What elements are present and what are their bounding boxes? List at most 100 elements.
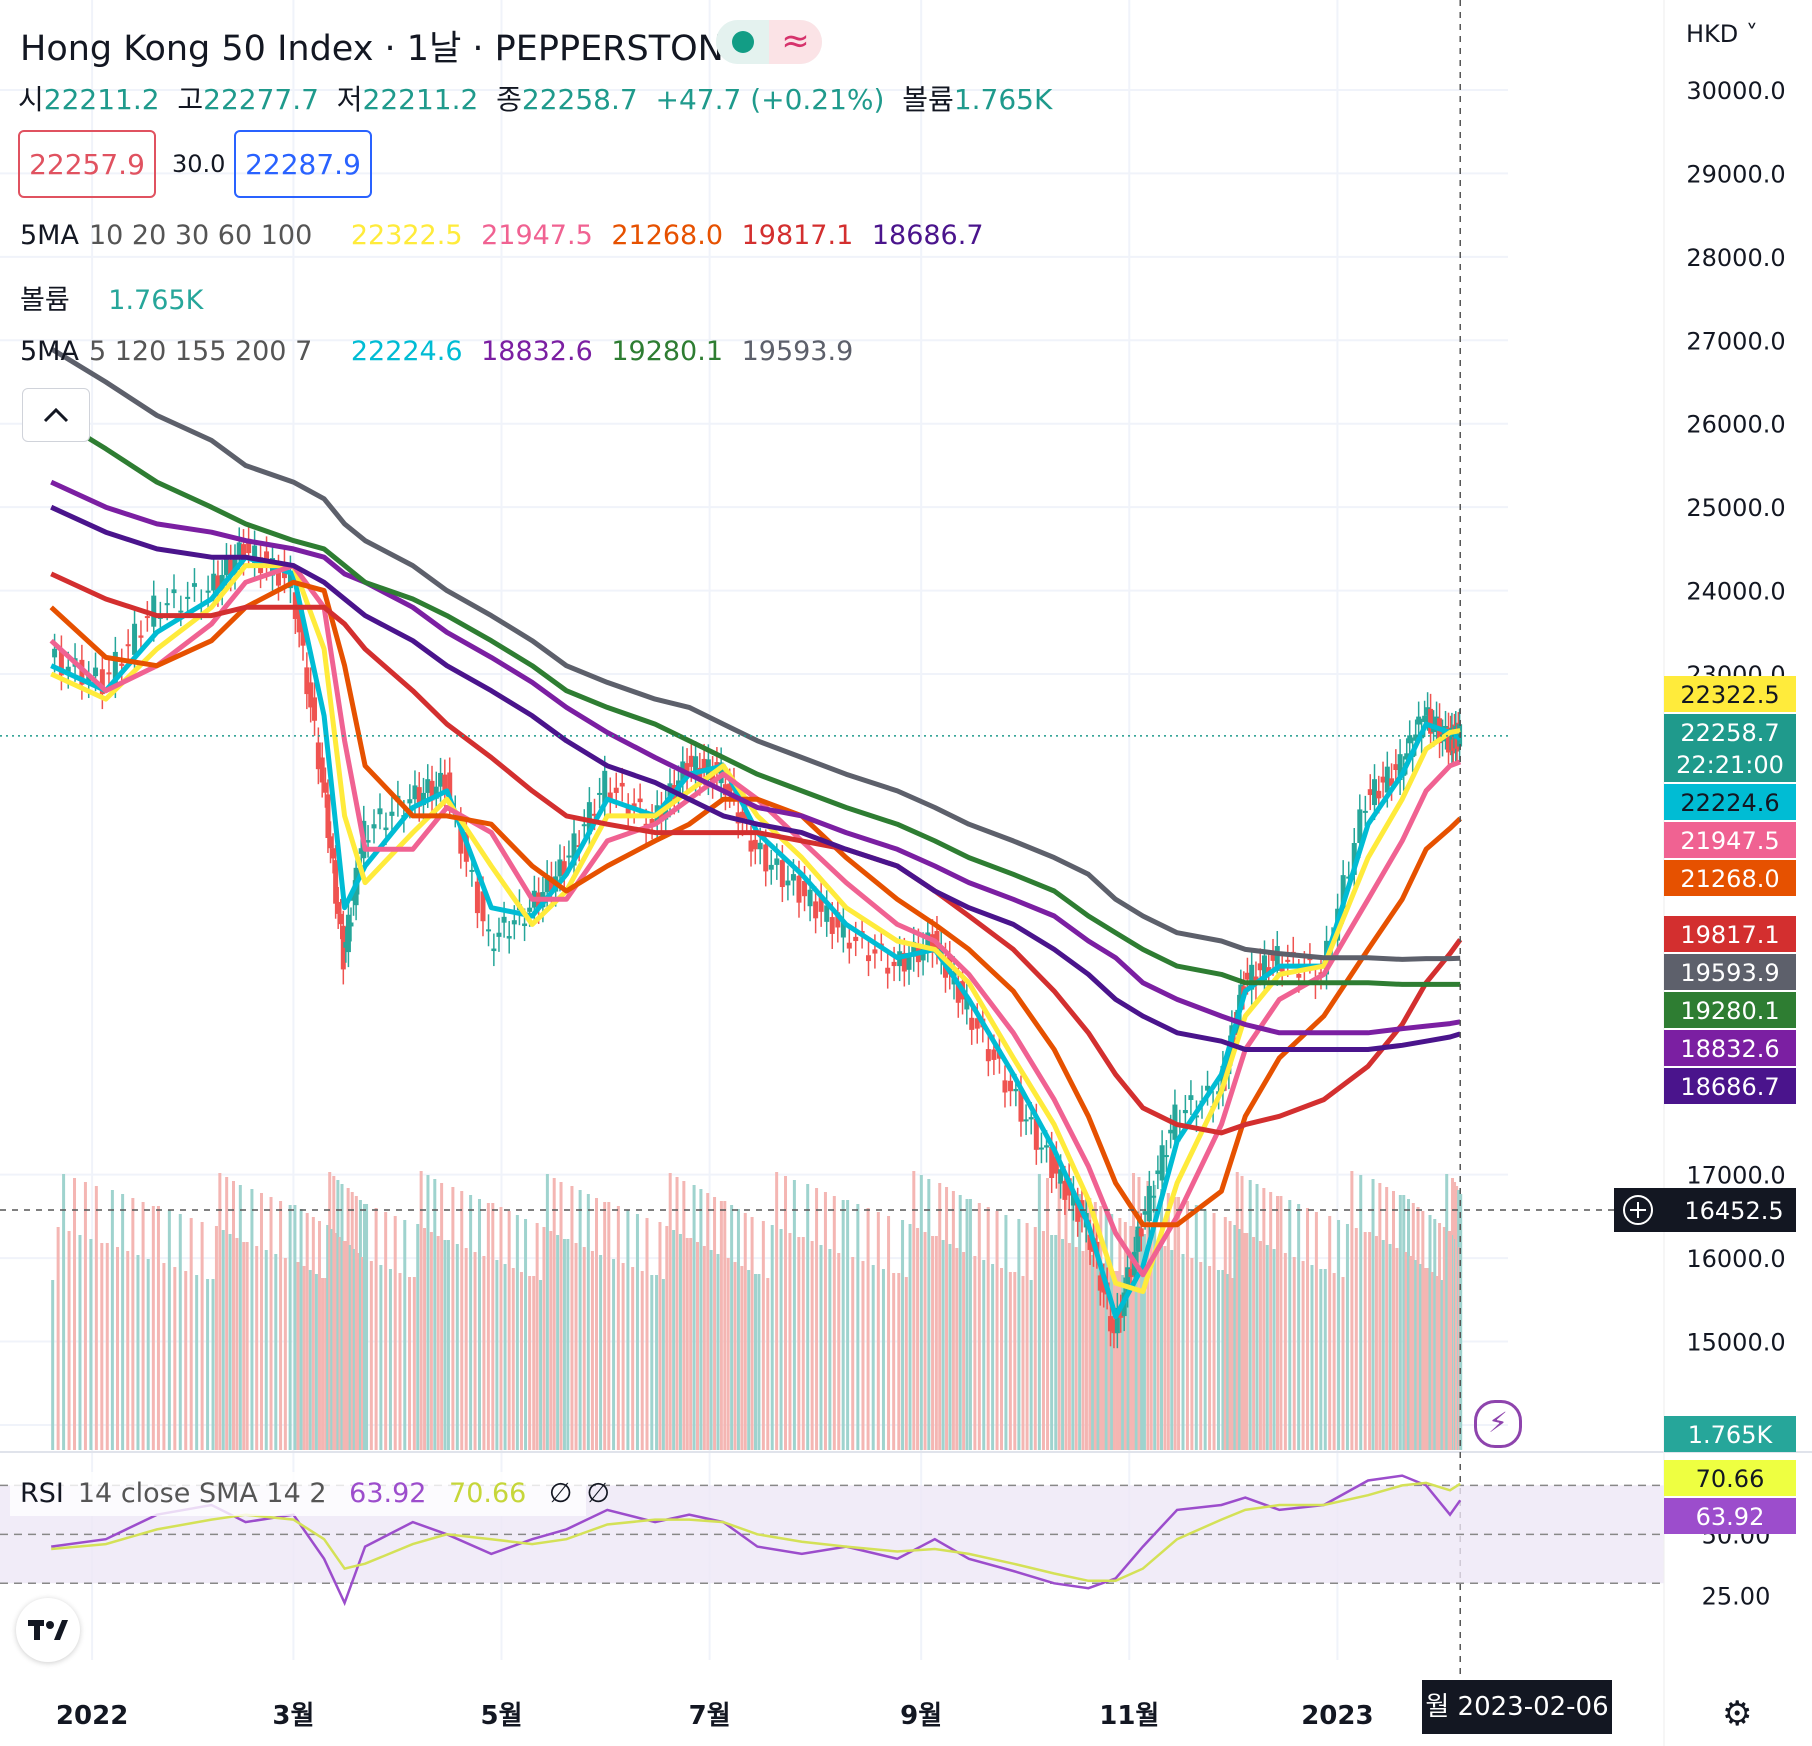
volume-bar (340, 1184, 344, 1450)
volume-bar (1112, 1271, 1116, 1450)
axis-tag-text: 63.92 (1696, 1503, 1765, 1531)
ma-legend-2[interactable]: 5MA 5 120 155 200 7 22224.6 18832.6 19280… (20, 336, 854, 367)
volume-bar (408, 1277, 412, 1450)
candle-body (835, 912, 841, 928)
volume-bar (423, 1228, 427, 1450)
x-tick-label: 11월 (1099, 1701, 1159, 1731)
ma-legend-1[interactable]: 5MA 10 20 30 60 100 22322.5 21947.5 21268… (20, 220, 984, 251)
volume-bar (242, 1242, 246, 1450)
volume-bar (761, 1221, 765, 1450)
volume-bar (1233, 1225, 1237, 1450)
x-tick-label: 2023 (1301, 1701, 1373, 1731)
volume-bar (1426, 1268, 1430, 1450)
candle-body (748, 840, 754, 852)
volume-bar (566, 1239, 570, 1450)
volume-bar (495, 1260, 499, 1450)
volume-bar (328, 1172, 332, 1450)
volume-bar (941, 1240, 945, 1450)
volume-bar (206, 1279, 210, 1450)
candle-body (1146, 1185, 1152, 1222)
volume-bar (398, 1273, 402, 1450)
volume-bar (232, 1181, 235, 1450)
candle-body (1389, 778, 1395, 786)
collapse-legend-button[interactable] (22, 388, 90, 442)
volume-bar (1115, 1271, 1119, 1450)
candle-body (829, 917, 835, 934)
volume-bar (1121, 1275, 1125, 1450)
candle-body (1108, 1316, 1114, 1332)
candle-body (1285, 959, 1291, 962)
volume-bar (486, 1203, 490, 1450)
volume-bar (1235, 1172, 1239, 1450)
candle-body (1002, 1080, 1008, 1093)
candle-body (757, 842, 763, 850)
market-status-pill[interactable]: ≈ (716, 20, 822, 64)
volume-bar (866, 1208, 870, 1450)
volume-bar (429, 1232, 433, 1450)
volume-bar (334, 1233, 338, 1450)
price-change: +47.7 (+0.21%) (655, 83, 885, 116)
volume-bar (283, 1258, 287, 1450)
rsi-legend[interactable]: RSI 14 close SMA 14 2 63.92 70.66 ∅ ∅ (10, 1472, 610, 1516)
volume-bar (1392, 1191, 1395, 1450)
volume-bar (1388, 1244, 1392, 1450)
volume-bar (1242, 1233, 1246, 1450)
volume-bar (958, 1195, 962, 1450)
axis-tag-bg (1664, 822, 1796, 858)
volume-bar (1265, 1245, 1269, 1450)
volume-bar (1104, 1210, 1108, 1450)
volume-bar (460, 1191, 464, 1450)
volume-bar (1332, 1273, 1336, 1450)
volume-bar (73, 1178, 77, 1450)
candle-body (1070, 1191, 1076, 1206)
candle-body (785, 880, 791, 886)
candle-body (433, 786, 439, 799)
buy-button[interactable]: 22287.9 (234, 130, 372, 198)
volume-bar (321, 1278, 325, 1450)
volume-bar (1223, 1217, 1227, 1450)
volume-bar (559, 1182, 563, 1450)
volume-bar (1359, 1175, 1363, 1450)
sell-button[interactable]: 22257.9 (18, 130, 156, 198)
axis-tag-text: 22:21:00 (1676, 751, 1784, 779)
candle-body (275, 569, 281, 586)
volume-bar (1166, 1193, 1170, 1450)
volume-bar (578, 1190, 582, 1450)
volume-bar (851, 1257, 855, 1450)
alert-icon[interactable]: ⚡ (1474, 1400, 1522, 1448)
volume-legend[interactable]: 볼륨 1.765K (20, 285, 204, 316)
volume-bar (678, 1234, 682, 1450)
candle-body (779, 860, 785, 888)
candle-body (1058, 1169, 1064, 1184)
volume-bar (1404, 1252, 1408, 1450)
volume-bar (828, 1249, 832, 1450)
volume-bar (100, 1243, 104, 1450)
volume-bar (607, 1202, 611, 1450)
volume-bar (665, 1226, 669, 1450)
volume-bar (1013, 1272, 1017, 1450)
candle-body (328, 836, 334, 849)
tradingview-logo[interactable] (16, 1598, 80, 1662)
candle-body (447, 772, 453, 803)
candle-body (474, 881, 480, 914)
volume-bar (311, 1217, 315, 1450)
volume-bar (1447, 1231, 1451, 1450)
symbol-title[interactable]: Hong Kong 50 Index · 1날 · PEPPERSTONE (20, 29, 746, 69)
volume-bar (346, 1188, 350, 1450)
currency-selector[interactable]: HKD ˅ (1686, 20, 1758, 48)
volume-bar (503, 1264, 507, 1450)
axis-tag-bg (1664, 992, 1796, 1028)
volume-bar (743, 1213, 747, 1450)
y-tick-label: 24000.0 (1686, 578, 1785, 606)
volume-bar (1248, 1180, 1252, 1450)
candle-body (571, 833, 577, 866)
candle-body (1249, 964, 1255, 990)
volume-bar (1099, 1206, 1103, 1450)
settings-icon[interactable]: ⚙ (1722, 1694, 1753, 1734)
volume-bar (626, 1210, 630, 1450)
volume-bar (582, 1247, 586, 1450)
candle-body (1111, 1319, 1117, 1334)
volume-bar (876, 1212, 880, 1450)
volume-bar (1017, 1219, 1021, 1450)
